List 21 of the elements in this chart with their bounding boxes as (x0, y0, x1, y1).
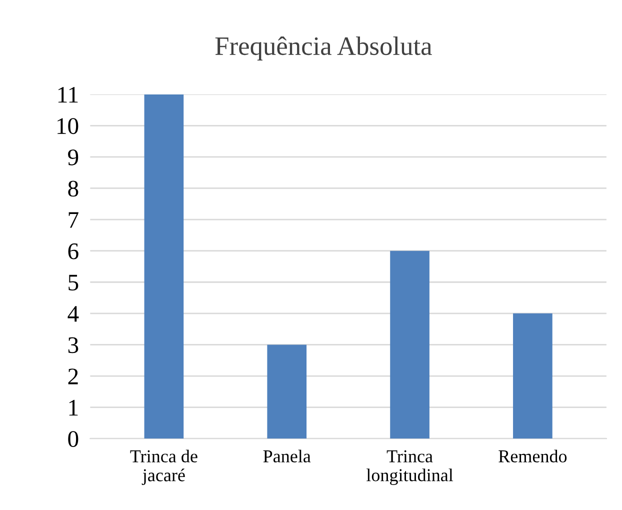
x-tick-label: Trinca de jacaré (130, 450, 198, 485)
y-tick-label: 4 (68, 306, 79, 322)
y-tick-label: 2 (68, 368, 78, 384)
y-tick-label: 10 (58, 118, 78, 134)
bar (513, 313, 552, 439)
y-tick-label: 0 (68, 431, 78, 448)
bar (390, 250, 430, 439)
y-tick-label: 6 (68, 243, 78, 260)
bar (267, 344, 307, 439)
bar (144, 94, 184, 439)
y-tick-label: 9 (68, 150, 78, 166)
x-tick-label: Panela (263, 450, 311, 462)
x-tick-label: Trinca longitudinal (366, 450, 454, 486)
y-tick-label: 11 (58, 86, 78, 103)
x-tick-label: Remendo (498, 450, 567, 462)
chart-title: Frequência Absoluta (215, 36, 432, 60)
y-tick-label: 7 (68, 212, 78, 228)
y-tick-label: 3 (68, 337, 78, 354)
y-tick-label: 5 (68, 274, 78, 291)
y-tick-label: 8 (68, 180, 78, 197)
y-tick-label: 1 (69, 400, 78, 416)
